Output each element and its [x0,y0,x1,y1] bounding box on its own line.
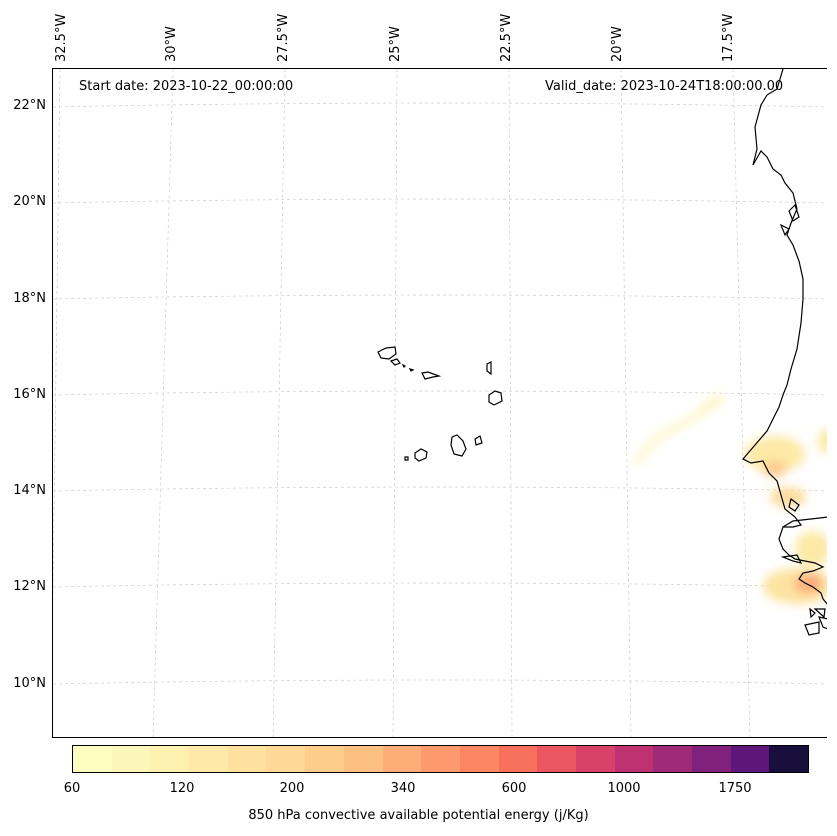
colorbar-segment-4 [227,746,267,772]
colorbar-segment-14 [614,746,654,772]
map-canvas [53,69,827,737]
colorbar-segment-16 [692,746,731,772]
start-date-label: Start date: 2023-10-22_00:00:00 [79,79,294,94]
colorbar-tick-1750: 1750 [718,781,752,796]
colorbar-segment-5 [266,746,306,772]
map-panel[interactable] [52,68,827,738]
colorbar-segment-1 [111,746,151,772]
lon-label-32-5w: 32.5°W [54,13,69,62]
lat-label-12n: 12°N [13,579,46,594]
longitude-gridlines [53,69,751,737]
colorbar-segment-8 [382,746,422,772]
lon-label-27-5w: 27.5°W [276,13,291,62]
colorbar [72,745,809,773]
colorbar-segment-12 [537,746,576,772]
lat-label-18n: 18°N [13,291,46,306]
colorbar-segment-13 [575,746,615,772]
colorbar-tick-1000: 1000 [607,781,641,796]
colorbar-tick-120: 120 [169,781,195,796]
lon-label-30w: 30°W [164,26,179,62]
lon-label-22-5w: 22.5°W [499,13,514,62]
colorbar-segment-9 [421,746,460,772]
lat-label-22n: 22°N [13,98,46,113]
lat-label-10n: 10°N [13,676,46,691]
colorbar-tick-600: 600 [501,781,527,796]
lon-label-17-5w: 17.5°W [721,13,736,62]
african-coastline [742,69,827,636]
lat-label-16n: 16°N [13,387,46,402]
colorbar-tick-200: 200 [279,781,305,796]
lat-label-14n: 14°N [13,483,46,498]
colorbar-segment-17 [730,746,770,772]
colorbar-segment-11 [498,746,538,772]
colorbar-segment-3 [189,746,228,772]
colorbar-segment-15 [653,746,692,772]
colorbar-segment-0 [73,746,112,772]
lon-label-20w: 20°W [610,26,625,62]
cape-shading [631,394,827,604]
colorbar-segment-10 [459,746,499,772]
colorbar-tick-60: 60 [63,781,81,796]
lon-label-25w: 25°W [388,26,403,62]
valid-date-label: Valid_date: 2023-10-24T18:00:00.00 [545,79,784,94]
colorbar-label: 850 hPa convective available potential e… [248,808,589,823]
cape-verde-islands [377,346,503,462]
latitude-gridlines [53,102,827,685]
lat-label-20n: 20°N [13,194,46,209]
colorbar-segment-7 [343,746,383,772]
colorbar-tick-340: 340 [390,781,416,796]
colorbar-segment-2 [150,746,190,772]
colorbar-segment-6 [305,746,344,772]
colorbar-segment-18 [769,746,809,772]
